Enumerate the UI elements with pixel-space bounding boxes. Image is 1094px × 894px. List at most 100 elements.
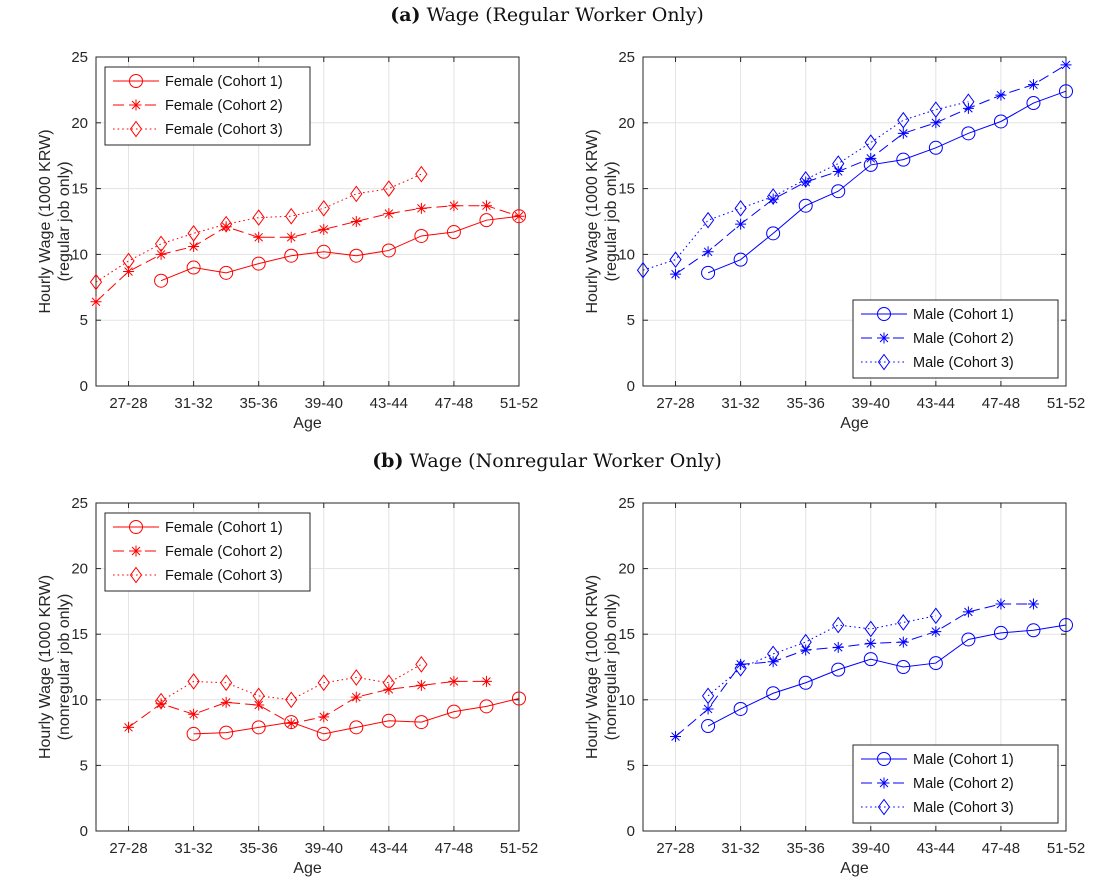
data-point	[448, 675, 460, 687]
legend-marker	[129, 74, 143, 88]
data-point	[767, 193, 779, 205]
data-point	[962, 102, 974, 114]
data-point	[702, 246, 714, 258]
y-tick-label: 5	[80, 757, 88, 774]
data-point	[316, 726, 331, 741]
y-tick-label: 0	[627, 378, 635, 395]
data-point	[123, 266, 135, 278]
data-point	[897, 127, 909, 139]
data-point	[415, 202, 427, 214]
data-point	[798, 675, 813, 690]
x-tick-label: 43-44	[370, 840, 408, 857]
data-point	[832, 641, 844, 653]
data-point	[995, 598, 1007, 610]
data-point	[480, 675, 492, 687]
data-point	[188, 241, 200, 253]
data-point	[187, 224, 200, 242]
data-point	[993, 625, 1008, 640]
data-point	[767, 188, 780, 205]
legend-label: Male (Cohort 3)	[913, 355, 1014, 371]
data-point	[733, 252, 748, 267]
legend-marker	[877, 752, 891, 766]
x-tick-label: 27-28	[656, 840, 694, 857]
data-point	[350, 669, 363, 686]
data-point	[187, 673, 200, 690]
data-point	[415, 656, 428, 673]
data-point	[285, 231, 297, 243]
data-point	[928, 656, 943, 671]
data-point	[961, 632, 976, 647]
data-point	[832, 616, 845, 634]
series-2	[90, 200, 525, 308]
x-tick-label: 27-28	[109, 395, 147, 412]
y-tick-label: 25	[71, 495, 88, 512]
x-tick-label: 35-36	[240, 395, 278, 412]
data-point	[897, 614, 910, 631]
data-point	[701, 265, 716, 280]
data-point	[995, 89, 1007, 101]
data-point	[512, 209, 526, 224]
data-point	[865, 637, 877, 649]
data-point	[513, 210, 525, 222]
data-point	[123, 721, 135, 733]
legend: Female (Cohort 1) Female (Cohort 2) Female…	[104, 512, 311, 592]
data-point	[251, 256, 266, 271]
data-point	[831, 662, 846, 677]
data-point	[252, 209, 265, 226]
data-point	[930, 626, 942, 638]
y-tick-label: 10	[618, 692, 635, 709]
data-point	[863, 652, 878, 667]
data-point	[383, 208, 395, 220]
data-point	[220, 221, 232, 233]
data-point	[961, 126, 976, 141]
legend-label: Male (Cohort 1)	[913, 307, 1014, 323]
y-axis-label: Hourly Wage (1000 KRW)	[37, 129, 54, 313]
data-point	[446, 704, 461, 719]
x-tick-label: 35-36	[240, 840, 278, 857]
x-tick-label: 47-48	[982, 840, 1020, 857]
data-point	[285, 207, 298, 225]
x-tick-label: 43-44	[917, 395, 955, 412]
x-tick-label: 31-32	[721, 395, 759, 412]
y-axis-label-sub: (nonregular job only)	[56, 594, 73, 741]
data-point	[317, 199, 330, 217]
data-point	[701, 719, 716, 734]
x-axis-label: Age	[293, 415, 322, 432]
data-point	[669, 251, 682, 269]
x-tick-label: 47-48	[435, 840, 473, 857]
x-tick-label: 31-32	[721, 840, 759, 857]
x-tick-label: 39-40	[852, 840, 890, 857]
chart-nonregular-male: 27-28 31-32 35-36 39-40 43-44 47-48 51-52 0 5 10 1…	[584, 495, 1085, 877]
x-tick-label: 51-52	[1047, 840, 1085, 857]
data-point	[284, 248, 299, 263]
data-point	[1060, 59, 1072, 71]
data-point	[350, 691, 362, 703]
x-tick-label: 27-28	[109, 840, 147, 857]
series-line	[707, 90, 1067, 274]
data-point	[154, 692, 168, 710]
y-tick-label: 5	[80, 312, 88, 329]
series-line	[707, 624, 1067, 727]
data-point	[251, 720, 266, 735]
y-tick-label: 25	[71, 49, 88, 66]
legend-marker	[878, 777, 890, 789]
data-point	[735, 218, 747, 230]
y-axis-label: Hourly Wage (1000 KRW)	[37, 575, 54, 759]
data-point	[636, 261, 650, 279]
y-tick-label: 10	[618, 246, 635, 263]
series-3	[89, 165, 428, 291]
legend-marker	[877, 353, 891, 371]
series-1	[701, 84, 1073, 280]
data-point	[253, 699, 265, 711]
legend-marker	[129, 120, 143, 138]
data-point	[220, 696, 232, 708]
legend: Male (Cohort 1) Male (Cohort 2) Male (Coho…	[852, 299, 1059, 379]
data-point	[154, 273, 169, 288]
data-point	[1027, 79, 1039, 91]
ticks: 27-28 31-32 35-36 39-40 43-44 47-48 51-52 0 5 10 1…	[618, 495, 1085, 857]
legend-label: Female (Cohort 3)	[165, 568, 283, 584]
data-point	[1026, 96, 1041, 111]
data-point	[832, 155, 845, 172]
legend-marker	[878, 332, 890, 344]
chart-regular-male: 27-28 31-32 35-36 39-40 43-44 47-48 51-52 0 5 10 1…	[584, 49, 1085, 432]
